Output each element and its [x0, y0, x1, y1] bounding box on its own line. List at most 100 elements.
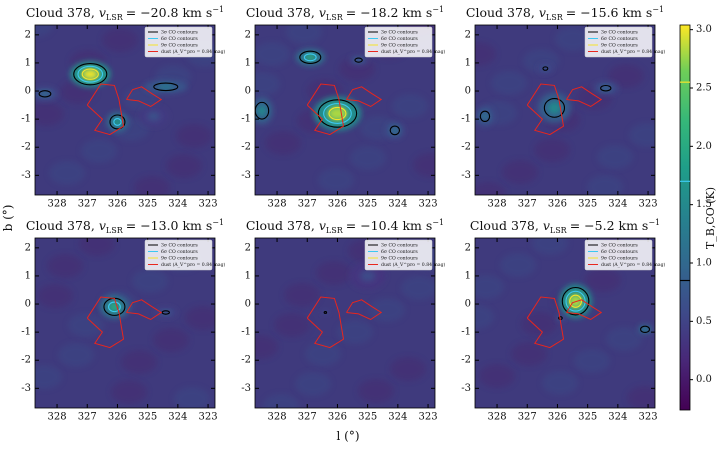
y-tick-label: -2	[461, 142, 471, 153]
axes-frame	[474, 237, 656, 409]
legend-label: dust (A_V^pro = 0.84 mag)	[381, 261, 446, 268]
co-contour	[569, 294, 582, 308]
background-texture	[479, 364, 515, 388]
y-tick-label: -2	[241, 142, 251, 153]
background-texture	[392, 94, 428, 118]
legend-label: 6σ CO contours	[161, 249, 198, 255]
co-contour	[73, 62, 108, 86]
co-contour	[640, 325, 651, 333]
legend-label: dust (A_V^pro = 0.84 mag)	[601, 48, 666, 55]
dust-contour	[86, 296, 125, 349]
background-texture	[102, 28, 138, 52]
axes-frame	[254, 237, 436, 409]
x-tick-label: 323	[199, 199, 218, 210]
background-texture	[35, 102, 64, 126]
background-texture	[295, 372, 331, 396]
title-superscript: −1	[648, 218, 660, 227]
y-tick-label: -2	[21, 355, 31, 366]
background-texture	[401, 276, 435, 300]
background-texture	[629, 123, 655, 147]
x-tick-label: 325	[358, 199, 377, 210]
y-tick-label: -3	[21, 383, 31, 394]
panel: 328 327 326 325 324 323 -3 -2 -1 0 1 2 Cloud 378, vLS…	[241, 5, 446, 210]
x-tick-label: 326	[328, 412, 347, 423]
dust-contour	[306, 83, 345, 136]
background-texture	[350, 146, 386, 170]
background-texture	[81, 139, 117, 163]
title-superscript: −1	[652, 5, 664, 14]
background-texture	[318, 168, 354, 192]
x-tick-label: 328	[488, 199, 507, 210]
legend-label: dust (A_V^pro = 0.84 mag)	[381, 48, 446, 55]
title-value: = −18.2 km s	[346, 5, 433, 20]
co-contour	[109, 114, 126, 130]
background-texture	[555, 27, 591, 51]
x-tick-label: 327	[298, 199, 317, 210]
background-texture	[134, 176, 170, 195]
x-tick-label: 328	[48, 412, 67, 423]
x-tick-label: 323	[419, 199, 438, 210]
y-tick-label: -2	[461, 355, 471, 366]
title-value: = −10.4 km s	[346, 218, 433, 233]
x-tick-label: 326	[328, 199, 347, 210]
background-texture	[166, 154, 202, 178]
title-symbol: v	[543, 218, 550, 233]
background-texture	[79, 238, 115, 256]
legend-label: 9σ CO contours	[381, 256, 418, 262]
background-texture	[305, 342, 341, 366]
background-texture	[627, 386, 655, 408]
map-body	[255, 25, 435, 192]
co-contour	[317, 99, 358, 128]
co-contour	[543, 97, 566, 118]
x-tick-label: 327	[518, 412, 537, 423]
x-tick-label: 326	[108, 412, 127, 423]
colorbar-tick-label: 1.5	[696, 199, 712, 210]
x-tick-label: 324	[168, 199, 187, 210]
y-tick-label: -1	[21, 114, 31, 125]
colorbar	[679, 24, 691, 411]
background-texture	[263, 394, 299, 408]
background-texture	[502, 160, 538, 184]
x-tick-label: 324	[388, 412, 407, 423]
legend-label: dust (A_V^pro = 0.84 mag)	[161, 48, 226, 55]
x-tick-label: 327	[78, 412, 97, 423]
y-tick-label: 1	[465, 270, 471, 281]
x-tick-label: 327	[518, 199, 537, 210]
co-contour	[153, 82, 179, 92]
panel: 328 327 326 325 324 323 -3 -2 -1 0 1 2 Cloud 378, vLS…	[461, 218, 665, 423]
background-texture	[123, 87, 159, 111]
dust-contour	[306, 296, 345, 349]
background-texture	[286, 25, 322, 44]
legend-label: 3σ CO contours	[381, 243, 418, 249]
legend-label: 3σ CO contours	[381, 30, 418, 36]
colorbar-tick-label: 3.0	[696, 24, 712, 35]
x-tick-label: 326	[108, 199, 127, 210]
co-contour	[108, 301, 121, 313]
colorbar-tick-label: 2.0	[696, 141, 712, 152]
axes-frame	[34, 237, 216, 409]
y-tick-label: -3	[241, 383, 251, 394]
panel-title: Cloud 378, vLSR = −5.2 km s−1	[470, 218, 660, 235]
title-subscript: LSR	[550, 226, 568, 235]
y-tick-label: -1	[241, 327, 251, 338]
co-contour	[161, 310, 170, 315]
legend-label: 6σ CO contours	[601, 249, 638, 255]
x-tick-label: 323	[199, 412, 218, 423]
background-texture	[111, 380, 147, 404]
x-tick-label: 328	[488, 412, 507, 423]
y-tick-label: 0	[245, 86, 251, 97]
title-text: Cloud 378,	[26, 5, 95, 20]
background-texture	[58, 343, 94, 367]
background-texture	[265, 131, 301, 155]
panel: 328 327 326 325 324 323 -3 -2 -1 0 1 2 Cloud 378, vLS…	[21, 5, 226, 210]
y-tick-label: 1	[245, 57, 251, 68]
background-texture	[475, 305, 494, 329]
background-texture	[532, 238, 568, 255]
panel-title: Cloud 378, vLSR = −20.8 km s−1	[26, 5, 224, 22]
title-subscript: LSR	[326, 13, 344, 22]
title-value: = −15.6 km s	[566, 5, 653, 20]
co-emission-core	[481, 112, 489, 121]
co-contour	[38, 90, 52, 98]
legend-label: 3σ CO contours	[601, 30, 638, 36]
co-emission-core	[257, 105, 267, 117]
